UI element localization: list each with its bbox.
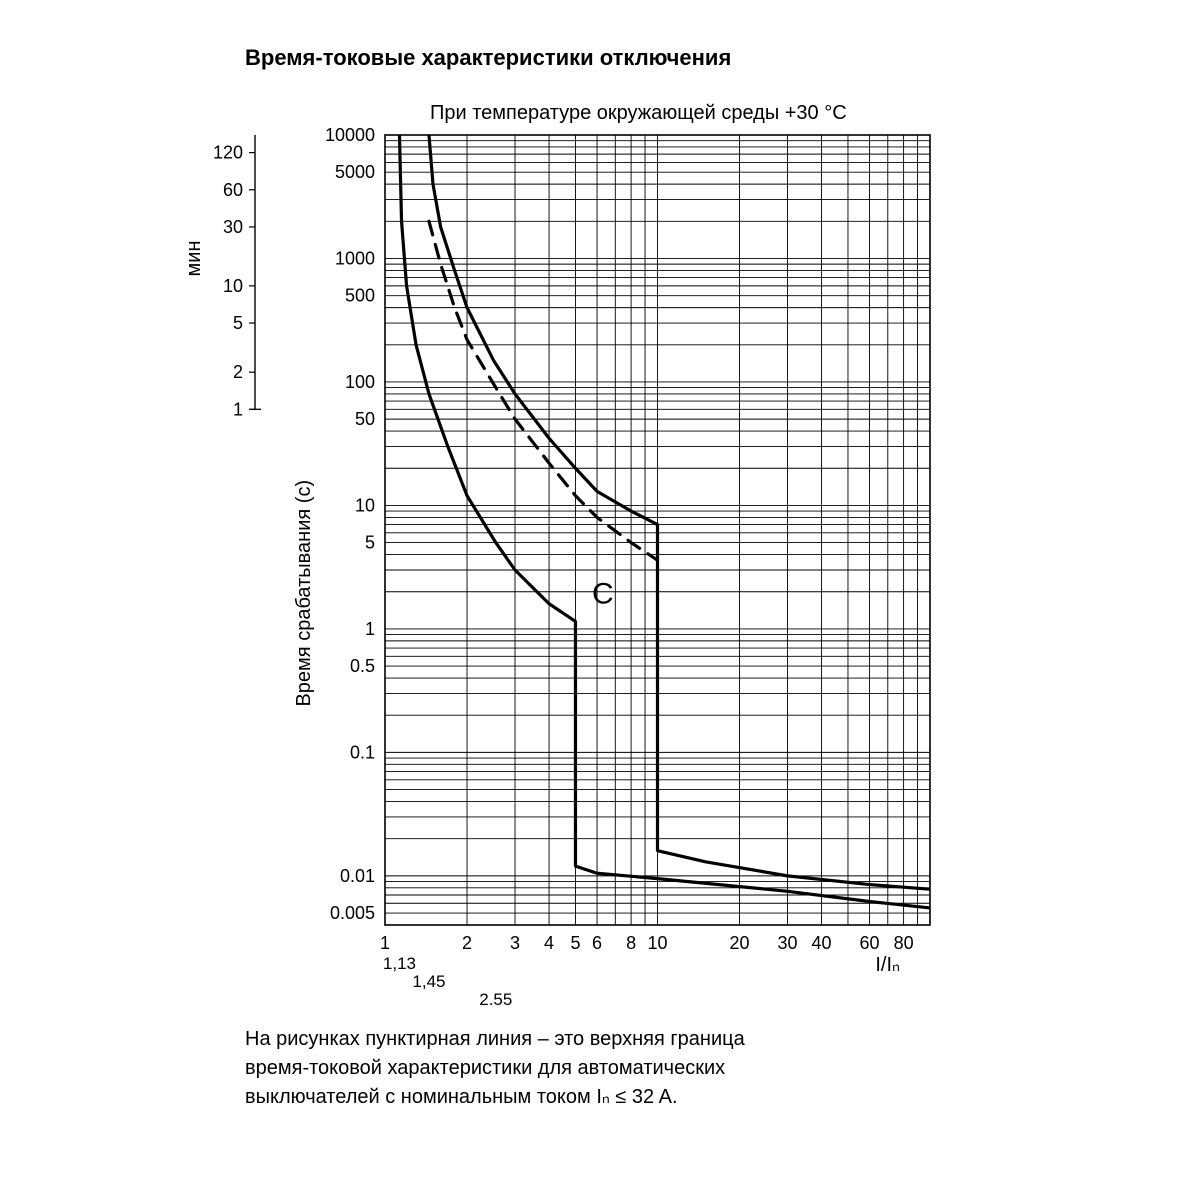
svg-text:30: 30 <box>777 933 797 953</box>
svg-text:100: 100 <box>345 372 375 392</box>
svg-text:1: 1 <box>380 933 390 953</box>
svg-text:4: 4 <box>544 933 554 953</box>
svg-text:1000: 1000 <box>335 248 375 268</box>
svg-text:20: 20 <box>730 933 750 953</box>
caption-line: На рисунках пунктирная линия – это верхн… <box>245 1025 745 1054</box>
svg-text:40: 40 <box>812 933 832 953</box>
curve-dashed <box>429 221 658 560</box>
svg-text:80: 80 <box>894 933 914 953</box>
svg-text:60: 60 <box>223 180 243 200</box>
svg-text:Время срабатывания (с): Время срабатывания (с) <box>293 480 315 707</box>
svg-text:120: 120 <box>213 143 243 163</box>
svg-text:0.005: 0.005 <box>330 903 375 923</box>
svg-text:60: 60 <box>860 933 880 953</box>
svg-text:5000: 5000 <box>335 162 375 182</box>
svg-text:10: 10 <box>355 495 375 515</box>
svg-text:6: 6 <box>592 933 602 953</box>
svg-text:2: 2 <box>462 933 472 953</box>
svg-text:8: 8 <box>626 933 636 953</box>
svg-text:50: 50 <box>355 409 375 429</box>
svg-text:0.1: 0.1 <box>350 742 375 762</box>
svg-text:1,13: 1,13 <box>383 954 416 973</box>
curve-label: C <box>592 578 614 611</box>
svg-text:1,45: 1,45 <box>412 972 445 991</box>
svg-text:2: 2 <box>233 362 243 382</box>
svg-text:5: 5 <box>570 933 580 953</box>
svg-text:1: 1 <box>233 399 243 419</box>
svg-text:5: 5 <box>365 533 375 553</box>
svg-text:0.01: 0.01 <box>340 866 375 886</box>
svg-text:1: 1 <box>365 619 375 639</box>
curve-upper <box>429 135 930 889</box>
svg-text:30: 30 <box>223 217 243 237</box>
chart-caption: На рисунках пунктирная линия – это верхн… <box>245 1025 745 1112</box>
svg-text:10: 10 <box>223 276 243 296</box>
svg-text:I/Iₙ: I/Iₙ <box>875 954 900 976</box>
caption-line: время-токовой характеристики для автомат… <box>245 1054 745 1083</box>
caption-line: выключателей с номинальным током Iₙ ≤ 32… <box>245 1083 745 1112</box>
svg-text:2.55: 2.55 <box>479 990 512 1009</box>
svg-text:10000: 10000 <box>325 125 375 145</box>
svg-text:мин: мин <box>183 240 205 276</box>
curve-lower <box>399 135 930 908</box>
svg-text:10: 10 <box>647 933 667 953</box>
svg-text:5: 5 <box>233 313 243 333</box>
svg-text:500: 500 <box>345 286 375 306</box>
trip-curve-chart: 0.005 0.01 0.1 0.5 1 5 10 50 100 500 1000 5000 10000… <box>0 0 1200 1200</box>
svg-text:3: 3 <box>510 933 520 953</box>
svg-text:0.5: 0.5 <box>350 656 375 676</box>
